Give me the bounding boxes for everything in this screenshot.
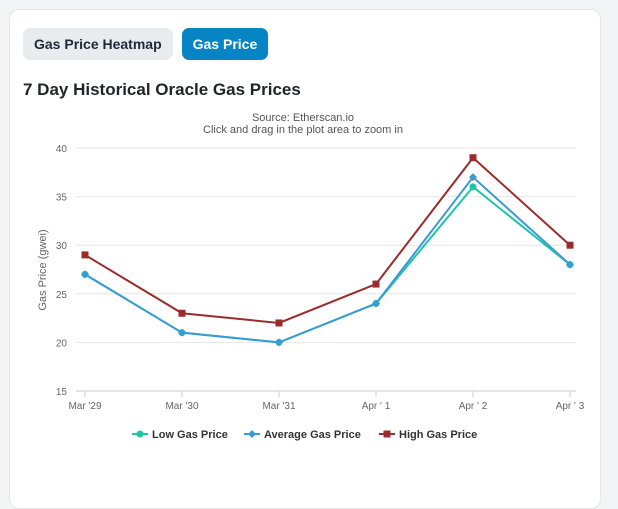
x-tick-label: Mar '30 [165,401,198,412]
y-tick-label: 20 [56,338,68,349]
data-point[interactable] [81,270,89,279]
y-tick-label: 25 [56,290,68,301]
legend-square-icon [383,430,391,438]
data-point[interactable] [372,299,380,308]
x-tick-label: Mar '31 [262,401,295,412]
tab-gas-price-heatmap[interactable]: Gas Price Heatmap [23,28,173,60]
legend-label: High Gas Price [399,429,477,441]
tab-gas-price[interactable]: Gas Price [181,28,269,60]
legend-item[interactable]: Low Gas Price [132,429,228,441]
data-point[interactable] [178,309,186,317]
x-tick-label: Apr ' 3 [556,401,585,412]
chart-zoom-hint: Click and drag in the plot area to zoom … [203,124,403,136]
y-tick-label: 30 [56,241,68,252]
section-title: 7 Day Historical Oracle Gas Prices [23,80,301,99]
y-axis-label: Gas Price (gwei) [37,229,49,310]
legend-item[interactable]: Average Gas Price [244,429,361,441]
x-tick-label: Apr ' 1 [362,401,391,412]
data-point[interactable] [469,173,477,182]
series-line [84,156,571,324]
x-tick-label: Apr ' 2 [459,401,488,412]
legend-circle-icon [136,430,144,438]
data-point[interactable] [178,328,186,337]
data-point[interactable] [566,241,574,249]
y-tick-label: 35 [56,193,68,204]
gas-price-line-chart[interactable]: Source: Etherscan.io Click and drag in t… [10,10,602,498]
legend-label: Low Gas Price [152,429,228,441]
series-line [84,175,571,344]
y-tick-label: 40 [56,144,68,155]
legend-diamond-icon [248,430,256,438]
data-point[interactable] [275,338,283,347]
data-point[interactable] [566,260,574,269]
data-point[interactable] [275,319,283,327]
gas-price-card: Gas Price Heatmap Gas Price 7 Day Histor… [9,9,601,509]
data-point[interactable] [372,280,380,288]
chart-subtitle: Source: Etherscan.io [252,112,354,124]
legend-item[interactable]: High Gas Price [379,429,477,441]
x-tick-label: Mar '29 [68,401,101,412]
legend-label: Average Gas Price [264,429,361,441]
chart-tabs: Gas Price Heatmap Gas Price [23,28,269,60]
y-tick-label: 15 [56,387,68,398]
data-point[interactable] [469,154,477,162]
data-point[interactable] [469,183,477,191]
data-point[interactable] [81,251,89,259]
